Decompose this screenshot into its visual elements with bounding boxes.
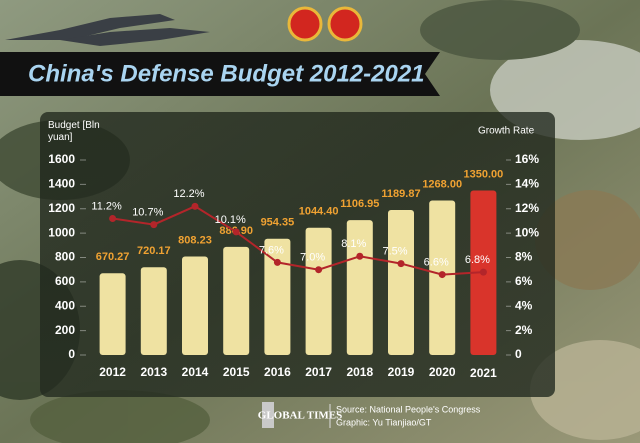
y2-tick-label: 12%	[515, 201, 539, 215]
plot-panel	[40, 112, 555, 397]
growth-label: 7.6%	[259, 244, 284, 256]
bar-value-label: 1189.87	[381, 188, 420, 200]
growth-label: 6.6%	[424, 256, 449, 268]
y2-tick-label: 6%	[515, 274, 533, 288]
growth-point	[191, 202, 199, 210]
bar	[99, 273, 126, 355]
growth-line	[112, 205, 484, 276]
y-tick-label: 200	[55, 323, 75, 337]
y-tick-label: 1600	[48, 152, 75, 166]
y2-axis-label: Growth Rate	[478, 126, 535, 137]
y2-tick-label: 8%	[515, 250, 533, 264]
x-tick-label: 2021	[470, 366, 497, 380]
y-tick-label: 800	[55, 250, 75, 264]
y-tick-label: 0	[68, 347, 75, 361]
growth-point	[232, 228, 240, 236]
growth-label: 12.2%	[173, 188, 204, 200]
x-tick-label: 2013	[140, 365, 167, 379]
growth-point	[109, 215, 117, 222]
y-tick-label: 1200	[48, 201, 75, 215]
y-tick-label: 600	[55, 274, 75, 288]
footer: GLOBAL TIMES Source: National People's C…	[258, 402, 481, 428]
y2-tick-label: 14%	[515, 177, 539, 191]
bar	[388, 209, 414, 355]
x-tick-label: 2017	[305, 365, 332, 379]
title-banner	[0, 52, 440, 96]
growth-label: 7.0%	[300, 252, 325, 264]
y2-tick-label: 2%	[515, 323, 533, 337]
bar-value-label: 1268.00	[422, 178, 462, 190]
growth-label: 6.8%	[465, 254, 490, 266]
x-tick-label: 2015	[223, 365, 250, 379]
jets	[5, 14, 210, 46]
emblems	[287, 6, 363, 42]
growth-point	[273, 258, 281, 266]
bar-value-label: 1044.40	[299, 206, 339, 218]
growth-point	[438, 271, 446, 279]
bar-value-label: 954.35	[261, 217, 295, 229]
x-tick-label: 2018	[346, 365, 373, 379]
x-tick-label: 2019	[388, 365, 415, 379]
growth-point	[150, 221, 158, 229]
x-tick-label: 2020	[429, 365, 456, 379]
bar-value-label: 720.17	[137, 245, 171, 257]
y2-tick-label: 10%	[515, 225, 539, 239]
bar-value-label: 808.23	[178, 234, 212, 246]
y-tick-label: 1000	[48, 225, 75, 239]
bar	[305, 227, 332, 355]
x-tick-label: 2012	[99, 365, 126, 379]
growth-label: 11.2%	[91, 200, 122, 212]
y2-tick-label: 16%	[515, 152, 539, 166]
credit: Graphic: Yu Tianjiao/GT	[336, 417, 432, 427]
bar-value-label: 1106.95	[340, 198, 379, 210]
bar	[182, 256, 208, 355]
growth-point	[479, 268, 487, 276]
source: Source: National People's Congress	[336, 404, 481, 414]
growth-label: 8.1%	[341, 238, 366, 250]
chart-title: China's Defense Budget 2012-2021	[28, 60, 425, 87]
bar	[140, 267, 167, 355]
y2-tick-label: 4%	[515, 298, 533, 312]
x-tick-label: 2016	[264, 365, 291, 379]
growth-point	[356, 252, 364, 260]
growth-label: 10.7%	[132, 207, 163, 219]
bar-value-label: 670.27	[96, 251, 130, 263]
bar-value-label: 1350.00	[464, 168, 504, 180]
growth-point	[397, 260, 405, 268]
y-axis-label: Budget [Bln yuan]	[48, 120, 100, 143]
y-tick-label: 400	[55, 298, 75, 312]
growth-label: 10.1%	[215, 214, 246, 226]
x-tick-label: 2014	[182, 365, 209, 379]
bar	[346, 220, 373, 355]
growth-point	[315, 266, 323, 274]
y2-tick-label: 0	[515, 347, 522, 361]
growth-label: 7.5%	[382, 246, 407, 258]
bar	[223, 246, 250, 355]
logo: GLOBAL TIMES	[258, 410, 342, 422]
bar	[264, 238, 291, 355]
y-tick-label: 1400	[48, 177, 75, 191]
